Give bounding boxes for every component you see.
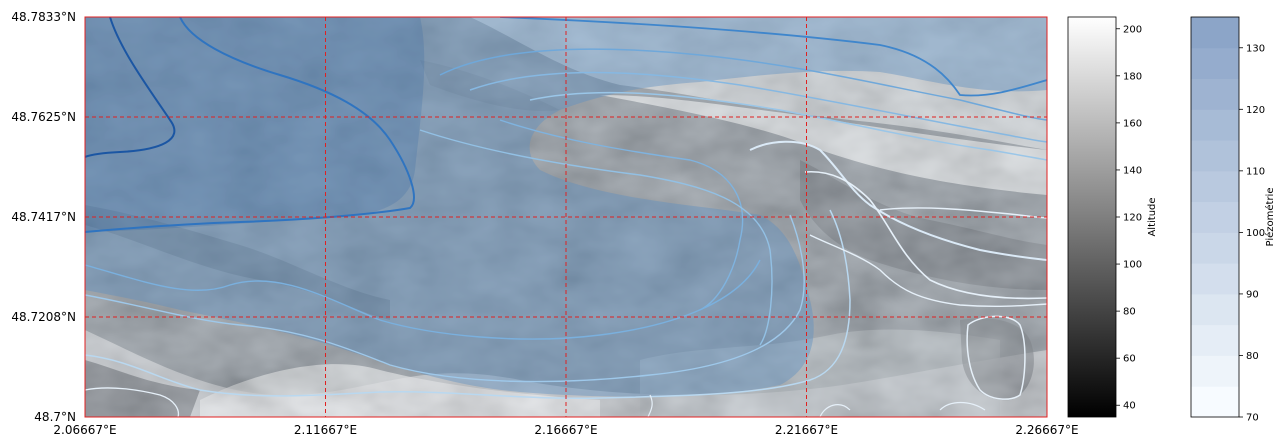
piezometry-band bbox=[1191, 170, 1239, 203]
map-panel: 48.7833°N 48.7625°N 48.7417°N 48.7208°N … bbox=[11, 10, 1078, 437]
lat-tick-label: 48.7417°N bbox=[11, 210, 76, 224]
colorbar-tick-label: 160 bbox=[1123, 118, 1142, 129]
lon-tick-label: 2.26667°E bbox=[1015, 423, 1078, 437]
altitude-label: Altitude bbox=[1147, 197, 1158, 236]
lat-tick-label: 48.7833°N bbox=[11, 10, 76, 24]
colorbar-tick-label: 200 bbox=[1123, 24, 1142, 35]
altitude-gradient bbox=[1068, 17, 1116, 417]
colorbar-tick-label: 100 bbox=[1246, 228, 1265, 239]
contour-line bbox=[85, 17, 415, 233]
piezometry-band bbox=[1191, 232, 1239, 264]
contour-line bbox=[85, 214, 805, 383]
lat-axis: 48.7833°N 48.7625°N 48.7417°N 48.7208°N … bbox=[11, 10, 76, 424]
contour-line bbox=[85, 387, 180, 417]
lon-tick-label: 2.21667°E bbox=[775, 423, 838, 437]
piezometry-band bbox=[1191, 109, 1239, 141]
map-frame bbox=[84, 16, 1048, 418]
colorbar-tick-label: 80 bbox=[1246, 351, 1259, 362]
contour-line bbox=[439, 48, 1047, 121]
piezometry-band bbox=[1191, 293, 1239, 326]
piezometry-band bbox=[1191, 324, 1239, 356]
lat-tick-label: 48.7208°N bbox=[11, 310, 76, 324]
piezometry-band bbox=[1191, 78, 1239, 110]
colorbar-tick-label: 180 bbox=[1123, 71, 1142, 82]
colorbar-tick-label: 110 bbox=[1246, 166, 1265, 177]
piezometry-bands bbox=[1191, 17, 1239, 418]
contour-line bbox=[809, 234, 1047, 307]
lat-tick-label: 48.7625°N bbox=[11, 110, 76, 124]
contour-line bbox=[819, 404, 851, 417]
colorbar-tick-label: 140 bbox=[1123, 165, 1142, 176]
contour-line bbox=[966, 315, 1026, 400]
piezometry-band bbox=[1191, 201, 1239, 233]
contour-line bbox=[469, 71, 1047, 143]
gridlines bbox=[85, 17, 1047, 417]
contour-line bbox=[804, 170, 1047, 300]
contour-line bbox=[85, 17, 176, 158]
contour-line bbox=[85, 209, 851, 399]
altitude-colorbar: 40 60 80 100 120 140 160 180 200 Altitude bbox=[1067, 16, 1158, 418]
piezometry-band bbox=[1191, 17, 1239, 49]
contour-line bbox=[499, 17, 1047, 97]
piezometry-colorbar: 70 80 90 100 110 120 130 Piézométrie bbox=[1190, 16, 1276, 424]
contour-line bbox=[939, 401, 986, 411]
colorbar-tick-label: 60 bbox=[1123, 354, 1136, 365]
piezometry-band bbox=[1191, 386, 1239, 418]
lon-tick-label: 2.06667°E bbox=[53, 423, 116, 437]
colorbar-tick-label: 120 bbox=[1123, 213, 1142, 224]
colorbar-tick-label: 100 bbox=[1123, 260, 1142, 271]
colorbar-tick-label: 90 bbox=[1246, 289, 1259, 300]
piezometry-band bbox=[1191, 140, 1239, 172]
contour-line bbox=[529, 91, 1047, 161]
lat-tick-label: 48.7°N bbox=[34, 410, 76, 424]
lon-axis: 2.06667°E 2.11667°E 2.16667°E 2.21667°E … bbox=[53, 423, 1078, 437]
contour-line bbox=[749, 140, 1047, 261]
lon-tick-label: 2.11667°E bbox=[294, 423, 357, 437]
piezometry-label: Piézométrie bbox=[1264, 188, 1276, 247]
colorbar-tick-label: 80 bbox=[1123, 307, 1136, 318]
piezometry-band bbox=[1191, 263, 1239, 295]
piezometry-ticks: 70 80 90 100 110 120 130 bbox=[1239, 43, 1265, 424]
colorbar-tick-label: 40 bbox=[1123, 401, 1136, 412]
colorbar-tick-label: 70 bbox=[1246, 413, 1259, 424]
contour-line bbox=[419, 129, 773, 346]
lon-tick-label: 2.16667°E bbox=[534, 423, 597, 437]
colorbar-tick-label: 130 bbox=[1246, 43, 1265, 54]
contour-line bbox=[85, 259, 761, 340]
contour-line bbox=[647, 394, 653, 417]
altitude-ticks: 40 60 80 100 120 140 160 180 200 bbox=[1116, 24, 1142, 412]
contour-line bbox=[499, 119, 744, 311]
piezometry-band bbox=[1191, 47, 1239, 80]
piezometry-band bbox=[1191, 355, 1239, 387]
colorbar-tick-label: 120 bbox=[1246, 105, 1265, 116]
